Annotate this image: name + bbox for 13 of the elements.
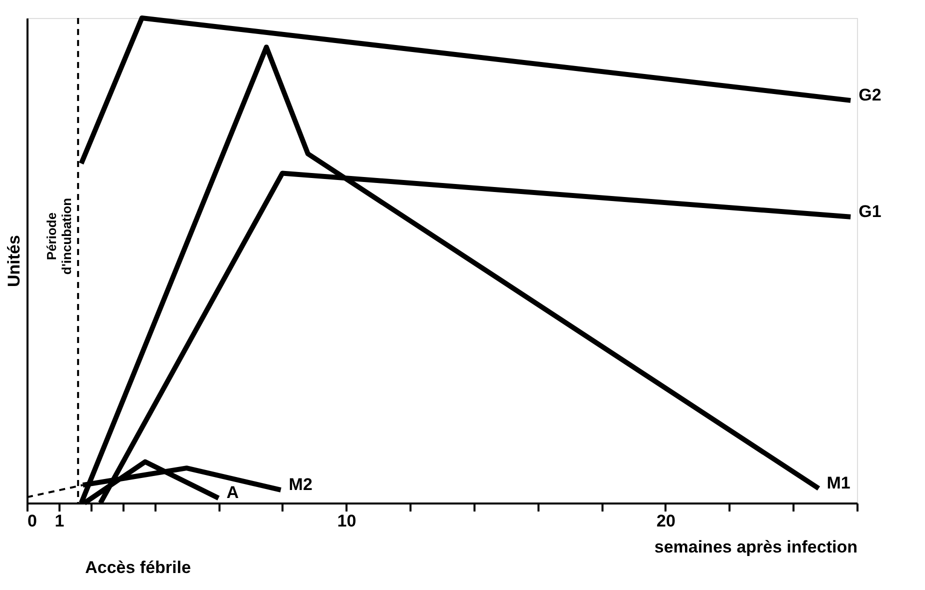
y-axis-title: Unités [4,235,24,287]
text: Accès fébrile [85,558,191,577]
series-label: A [226,483,239,502]
series-label: G2 [858,85,882,104]
series-label: G1 [858,202,882,221]
series-label: M1 [826,473,850,492]
x-tick-label: 1 [54,512,64,530]
x-tick-label: 10 [337,512,356,530]
x-axis-title: semaines après infection [654,538,858,556]
ref-line-label: Période d'incubation [44,198,74,275]
series-label: M2 [288,474,312,494]
x-tick-label: 20 [656,512,676,530]
x-tick-label: 0 [28,512,37,530]
